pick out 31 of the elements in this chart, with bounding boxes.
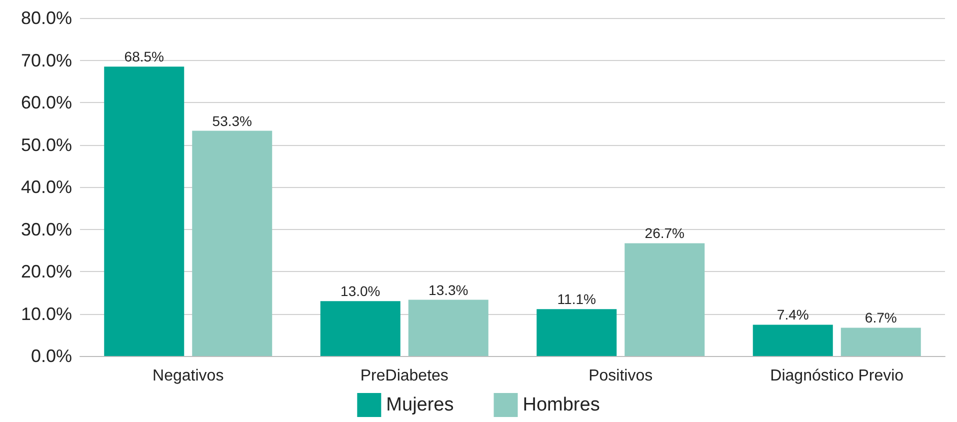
data-label: 53.3%: [212, 112, 252, 129]
legend-label: Mujeres: [386, 394, 454, 416]
data-label: 11.1%: [557, 291, 596, 308]
y-tick-label: 10.0%: [20, 304, 72, 324]
bar: [624, 243, 705, 356]
data-label: 6.7%: [864, 310, 897, 326]
bar: [320, 301, 400, 356]
data-label: 13.3%: [428, 282, 468, 298]
bar: [840, 328, 921, 356]
y-tick-label: 70.0%: [20, 50, 72, 70]
data-label: 13.0%: [340, 283, 380, 300]
y-tick-label: 60.0%: [20, 92, 72, 112]
bar: [752, 324, 833, 356]
data-label: 26.7%: [644, 225, 684, 242]
bar: [192, 130, 272, 356]
bar: [536, 309, 617, 356]
y-tick-label: 40.0%: [20, 177, 72, 197]
y-tick-label: 30.0%: [20, 219, 72, 240]
y-tick-label: 0.0%: [30, 346, 72, 366]
x-tick-label: Negativos: [152, 368, 224, 384]
y-tick-label: 80.0%: [20, 8, 72, 28]
y-tick-label: 20.0%: [20, 262, 72, 282]
x-tick-label: Positivos: [588, 368, 653, 384]
data-label: 68.5%: [124, 48, 164, 65]
x-tick-label: Diagnóstico Previo: [770, 368, 904, 384]
legend-label: Hombres: [522, 394, 600, 416]
x-tick-label: PreDiabetes: [360, 368, 448, 384]
bar: [104, 66, 184, 356]
bar: [408, 300, 488, 356]
data-label: 7.4%: [776, 306, 809, 323]
y-tick-label: 50.0%: [20, 134, 72, 155]
